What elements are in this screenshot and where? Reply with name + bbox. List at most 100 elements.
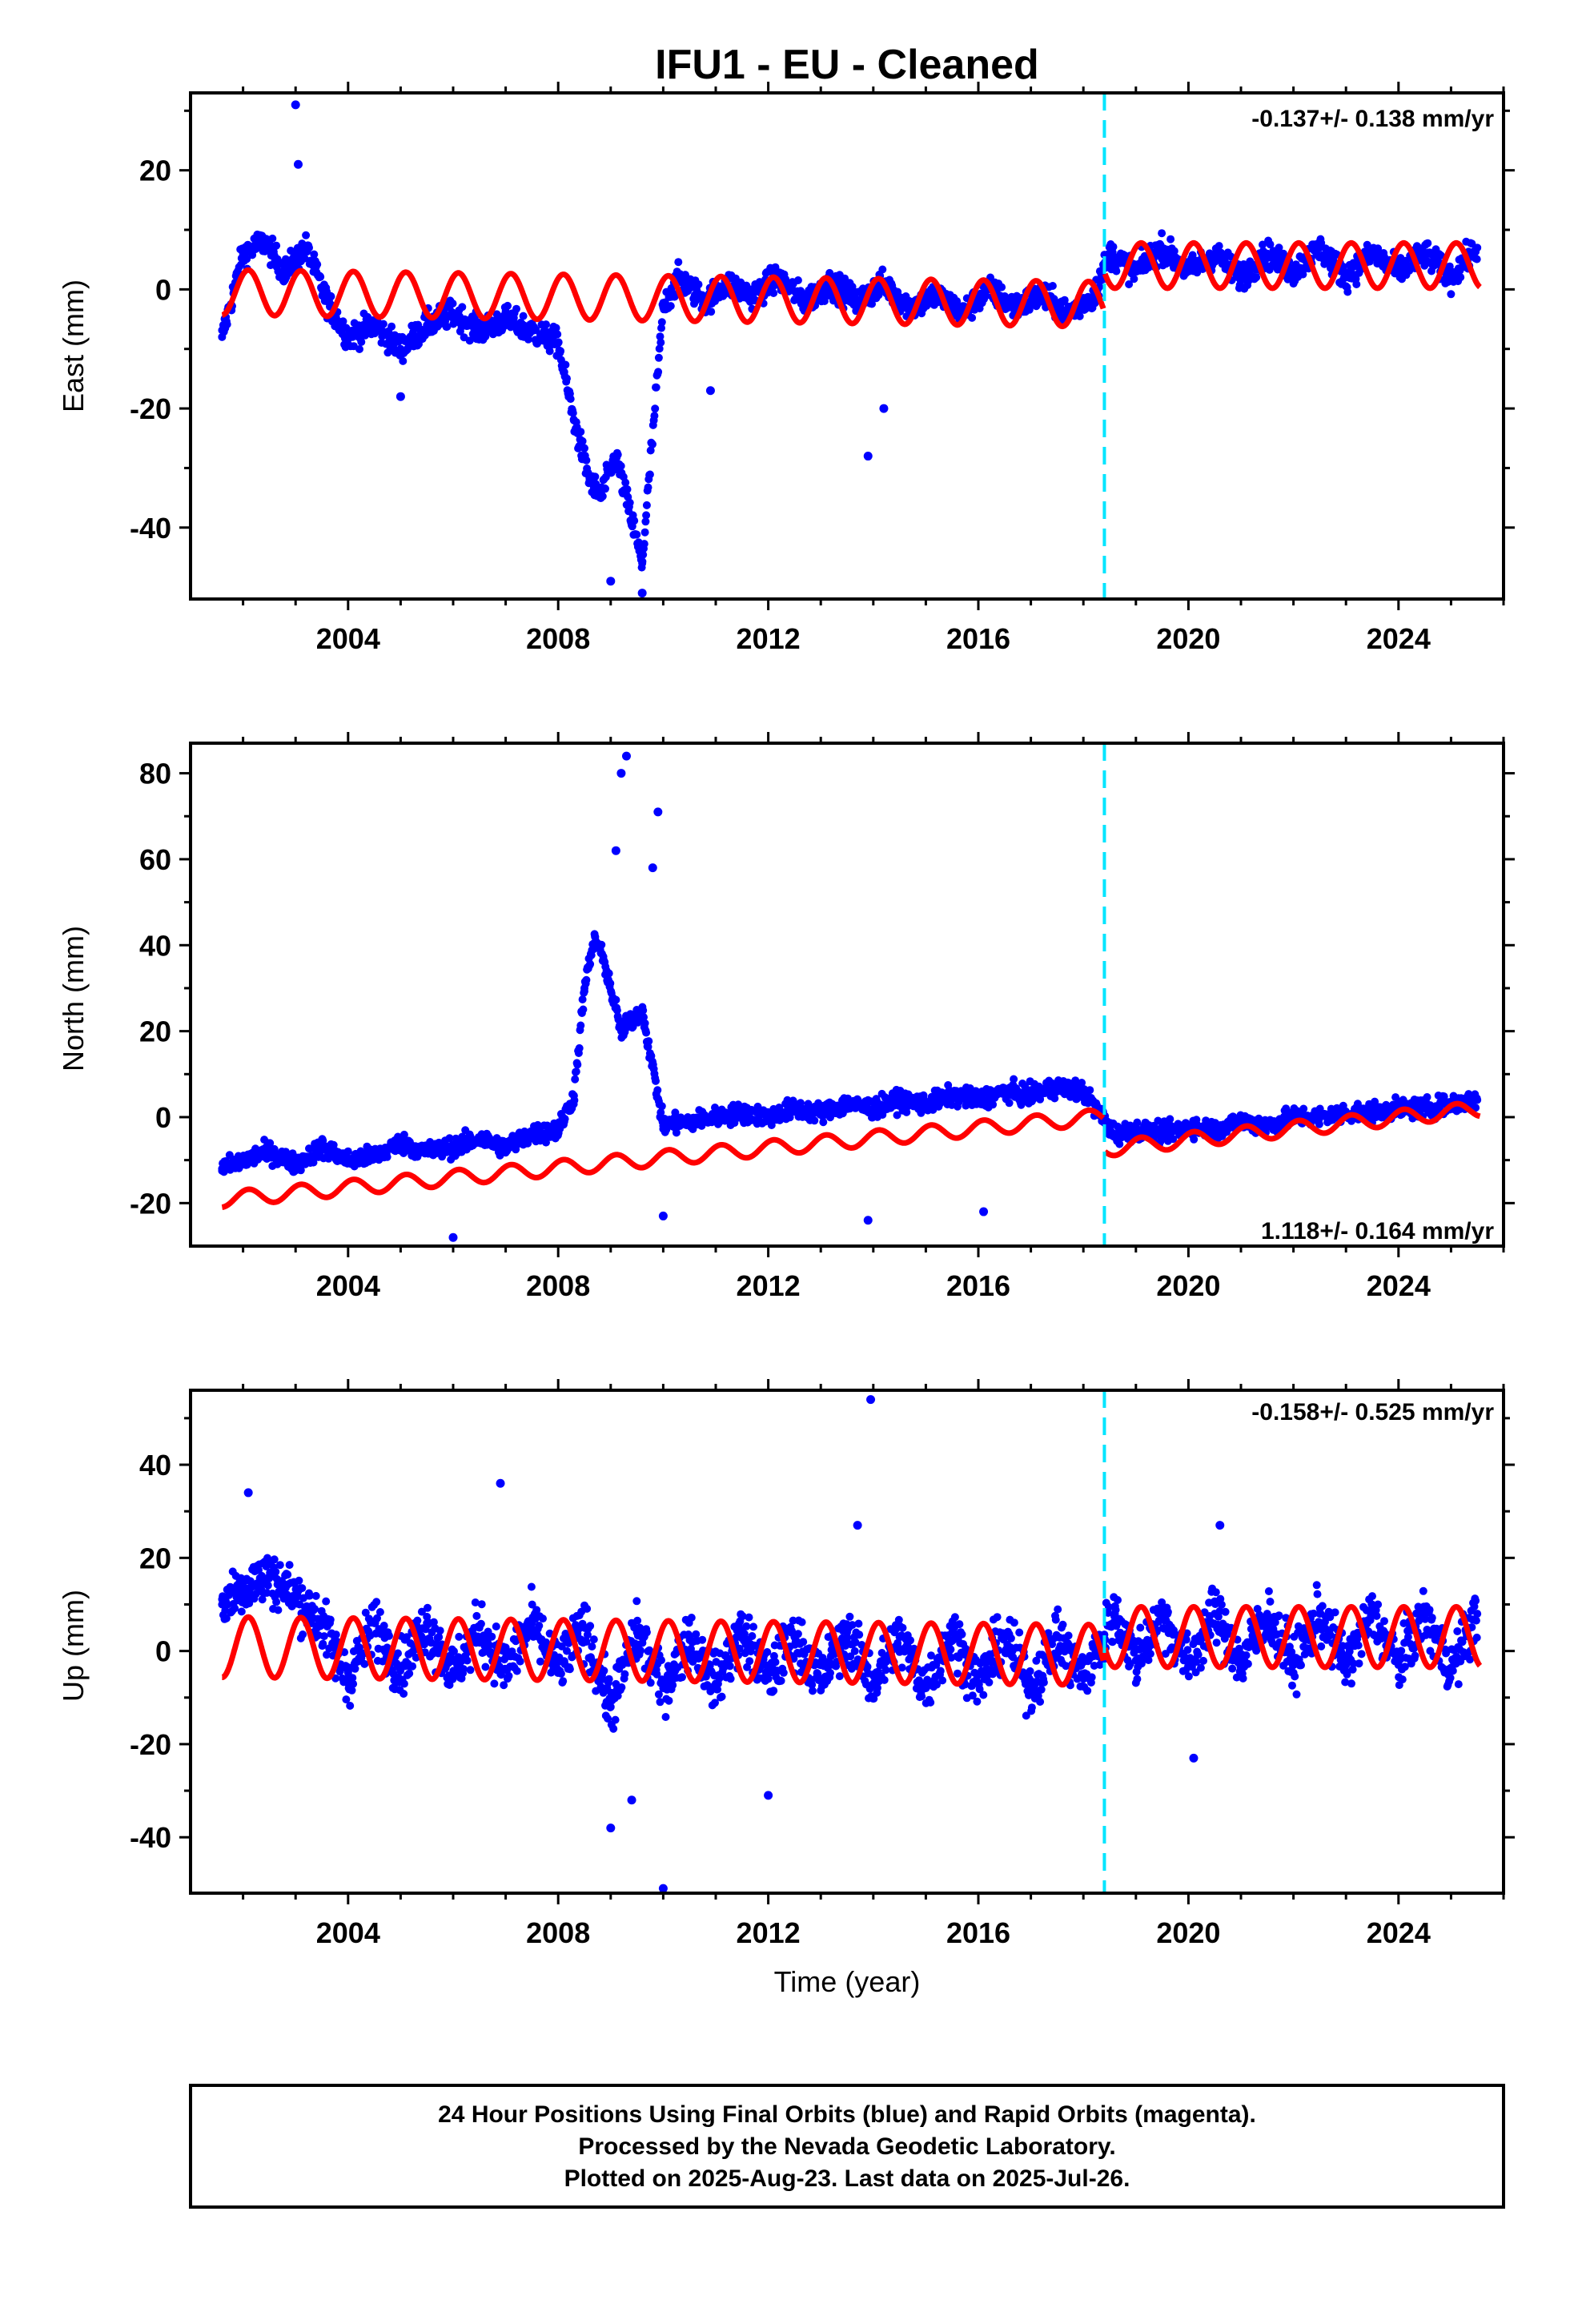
data-point: [793, 276, 802, 284]
data-point: [1423, 239, 1432, 247]
data-point: [339, 317, 347, 326]
data-point: [545, 347, 554, 356]
data-point: [519, 312, 528, 320]
data-point: [612, 1006, 621, 1015]
x-tick-label: 2024: [1367, 1269, 1431, 1302]
data-point: [443, 323, 452, 331]
data-point: [351, 1664, 359, 1673]
x-tick-label: 2012: [737, 622, 801, 655]
data-point: [1275, 243, 1283, 252]
data-point: [573, 1060, 582, 1069]
data-point: [357, 338, 366, 346]
data-point: [313, 260, 322, 269]
data-point: [1456, 273, 1465, 282]
data-point: [459, 1665, 468, 1674]
data-point: [259, 237, 268, 246]
data-point: [1050, 1094, 1059, 1103]
north-rate-label: 1.118+/- 0.164 mm/yr: [1261, 1218, 1494, 1244]
data-point: [311, 1591, 320, 1600]
data-point: [319, 1639, 327, 1648]
data-point: [853, 297, 862, 306]
data-point: [654, 353, 663, 362]
data-point: [563, 374, 571, 383]
data-point: [652, 1076, 660, 1085]
data-point: [322, 1597, 331, 1606]
data-point: [488, 1632, 496, 1641]
data-point: [556, 347, 565, 356]
data-point: [790, 1104, 799, 1113]
data-point: [568, 408, 577, 417]
data-point: [685, 1117, 694, 1126]
data-point: [989, 1100, 998, 1109]
data-point: [305, 1591, 314, 1600]
data-point: [982, 292, 990, 300]
east-rate-label: -0.137+/- 0.138 mm/yr: [1251, 106, 1494, 132]
data-point: [576, 1021, 585, 1030]
x-tick-label: 2020: [1156, 622, 1220, 655]
data-point: [295, 1576, 303, 1585]
data-point: [895, 1096, 904, 1104]
north-ylabel: North (mm): [57, 926, 90, 1072]
data-point: [492, 1622, 500, 1630]
data-point: [1048, 282, 1057, 290]
data-point: [329, 1140, 338, 1149]
data-point: [645, 470, 654, 479]
data-point: [512, 304, 520, 313]
data-point: [641, 517, 650, 526]
data-point: [569, 416, 578, 424]
data-point: [617, 1683, 626, 1691]
data-point: [396, 344, 405, 353]
data-point: [552, 324, 560, 332]
data-point: [674, 258, 683, 267]
data-point: [423, 1612, 432, 1621]
data-point: [239, 249, 247, 258]
data-point: [463, 1656, 472, 1665]
data-point: [360, 1659, 369, 1668]
data-point: [274, 1606, 283, 1614]
data-point: [642, 501, 651, 509]
data-point: [601, 485, 609, 493]
x-tick-label: 2020: [1156, 1269, 1220, 1302]
y-tick-label: 0: [155, 273, 171, 306]
data-point: [1115, 1140, 1124, 1148]
data-point: [265, 1147, 274, 1156]
data-point: [532, 1606, 541, 1614]
data-point: [1259, 240, 1267, 249]
data-point: [642, 1028, 651, 1037]
data-point: [642, 1628, 651, 1637]
data-point: [612, 995, 620, 1004]
data-point: [1078, 1079, 1086, 1087]
data-point: [565, 1665, 574, 1674]
data-point: [370, 1152, 379, 1160]
data-point: [245, 1599, 254, 1608]
data-point: [379, 1622, 388, 1630]
data-point: [542, 320, 550, 329]
data-point: [817, 1108, 825, 1117]
data-point: [370, 320, 379, 329]
data-point: [516, 1657, 524, 1666]
data-point: [1420, 1104, 1429, 1113]
data-point: [868, 300, 876, 308]
data-point: [528, 327, 536, 336]
data-point: [504, 1671, 513, 1680]
data-point: [1112, 267, 1121, 275]
data-point: [657, 1102, 666, 1111]
data-point: [218, 1164, 227, 1173]
data-point: [1473, 243, 1482, 252]
data-point: [1315, 1112, 1324, 1121]
x-tick-label: 2024: [1367, 622, 1431, 655]
data-point: [1079, 1087, 1088, 1096]
data-point: [640, 1019, 649, 1027]
data-point: [578, 995, 587, 1003]
data-point: [302, 243, 311, 252]
data-point: [1237, 1117, 1245, 1126]
data-point: [347, 1686, 356, 1695]
data-point: [449, 309, 457, 318]
data-point: [671, 1108, 680, 1117]
data-point: [383, 1152, 391, 1161]
data-point: [1010, 303, 1019, 312]
data-point: [640, 1013, 648, 1022]
data-point: [554, 1126, 563, 1135]
data-point: [578, 436, 587, 445]
